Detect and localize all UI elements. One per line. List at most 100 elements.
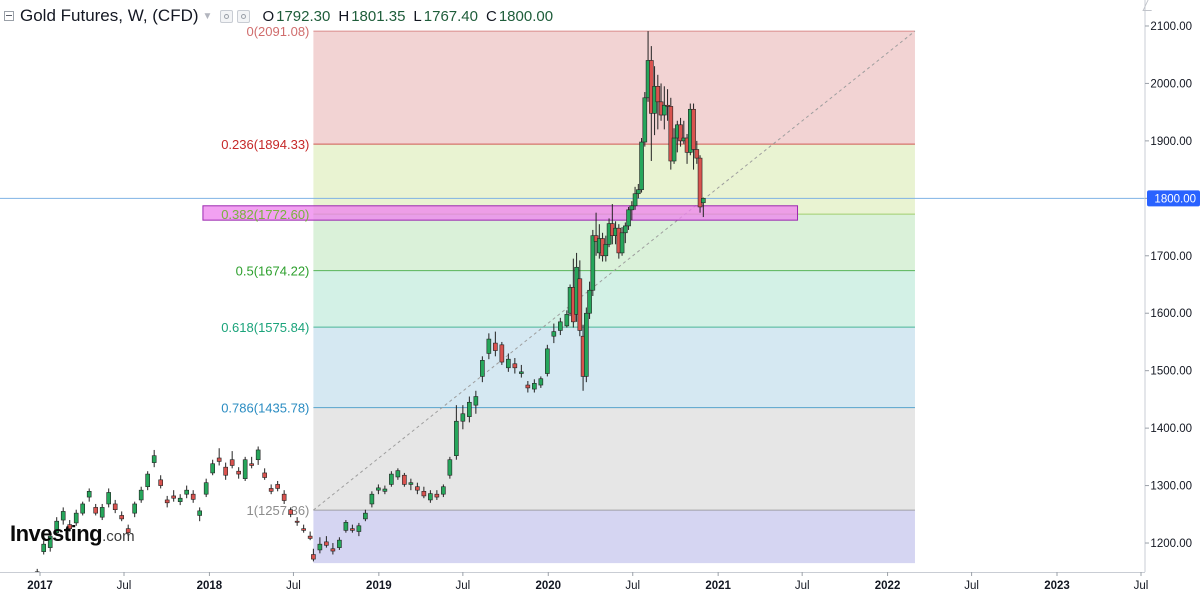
candle-body [190, 493, 196, 500]
price-tick-label: 1600.00 [1150, 308, 1192, 320]
fibonacci-retracement[interactable]: 0(2091.08) 0.236(1894.33) 0.382(1772.60) 0.… [221, 24, 916, 564]
candle-body [447, 459, 453, 476]
candle-body [629, 205, 635, 211]
candle-body [678, 124, 683, 142]
candle-body [343, 522, 349, 531]
price-axis-bg [1145, 0, 1200, 609]
price-axis[interactable]: 1200.00 1300.00 1400.00 1500.00 1600.00 1700.… [1144, 0, 1200, 609]
highlight-zone-layer: 0.382(1772.60) [0, 197, 1145, 222]
time-tick-label: Jul [286, 580, 301, 592]
candle-body [662, 104, 667, 116]
candle-body [642, 97, 648, 143]
candle-body [389, 473, 394, 485]
candle-body [60, 511, 66, 521]
candle-body [112, 503, 118, 511]
candle-body [203, 482, 209, 495]
time-tick-label: 2018 [197, 580, 223, 592]
time-axis[interactable]: 2017 Jul 2018 Jul 2019 Jul 2020 Jul 2021 Jul 2022 J… [0, 572, 1200, 609]
eye-icon[interactable] [220, 9, 234, 23]
candle-body [551, 331, 557, 337]
fib-band [313, 407, 915, 511]
candle-body [587, 289, 592, 314]
fib-level-label: 0.5(1674.22) [236, 264, 310, 279]
current-price-label: 1800.00 [1154, 193, 1196, 205]
candle-body [538, 378, 544, 386]
candle-body [106, 492, 111, 505]
time-tick-label: Jul [1134, 580, 1149, 592]
candle-body [441, 486, 446, 495]
price-tick-label: 1900.00 [1150, 136, 1192, 148]
candle-body [421, 491, 427, 497]
candle-body [41, 543, 47, 552]
candle-body [428, 493, 433, 501]
candle-body [177, 497, 183, 502]
candle-body [395, 470, 401, 478]
candle-body [564, 314, 570, 327]
candle-body [317, 543, 323, 551]
candle-body [558, 321, 563, 331]
candle-body [376, 487, 381, 491]
fib-level-label: 0.618(1575.84) [221, 320, 309, 335]
price-tick-label: 1200.00 [1150, 538, 1192, 550]
settings-icon[interactable] [237, 9, 251, 23]
ohlc-high: H 1801.35 [338, 7, 406, 25]
candle-body [619, 232, 625, 254]
candle-body [158, 479, 163, 486]
candle-body [171, 495, 176, 499]
fib-band [313, 270, 915, 328]
candle-body [467, 401, 472, 417]
ohlc-low: L 1767.40 [413, 7, 478, 25]
candle-body [590, 235, 596, 291]
support-zone-rect[interactable] [202, 205, 799, 221]
candle-body [545, 348, 550, 374]
candle-body [493, 342, 498, 351]
candle-body [519, 371, 524, 374]
candle-body [86, 491, 92, 498]
candle-body [701, 198, 706, 204]
candle-body [415, 486, 420, 491]
candle-body [512, 363, 518, 369]
candle-body [255, 449, 261, 461]
candle-body [119, 515, 124, 520]
candle-body [249, 463, 254, 466]
candle-body [460, 413, 466, 422]
fib-band [313, 214, 915, 271]
candle-body [473, 396, 479, 406]
candle-body [330, 548, 336, 552]
candle-body [288, 509, 293, 515]
candle-body [499, 344, 505, 363]
symbol-title[interactable]: Gold Futures, W, (CFD) [20, 6, 199, 25]
candle-body [216, 457, 222, 462]
collapse-legend-icon[interactable] [4, 11, 14, 21]
time-tick-label: 2019 [366, 580, 392, 592]
candle-body [603, 243, 609, 257]
candle-body [626, 209, 631, 227]
time-tick-label: Jul [117, 580, 132, 592]
fib-level-label: 0(2091.08) [247, 24, 310, 39]
axis-scale-icon[interactable] [1143, 0, 1157, 14]
candle-body [350, 528, 355, 531]
candle-body [697, 157, 703, 208]
price-tick-label: 2100.00 [1150, 21, 1192, 33]
candle-body [324, 541, 329, 546]
candle-body [691, 108, 696, 150]
candle-body [671, 137, 677, 162]
candle-body [268, 488, 274, 492]
fib-trend-line[interactable] [313, 30, 916, 511]
time-tick-label: 2020 [535, 580, 561, 592]
candle-body [275, 484, 280, 489]
candle-body [655, 86, 661, 103]
candle-body [480, 360, 485, 377]
time-tick-label: Jul [964, 580, 979, 592]
candle-body [145, 473, 150, 488]
chevron-down-icon[interactable]: ▼ [202, 10, 213, 22]
candle-body [294, 520, 300, 523]
candle-body [99, 507, 105, 518]
price-tick-label: 1500.00 [1150, 366, 1192, 378]
fib-level-label: 0.786(1435.78) [221, 401, 309, 416]
candle-body [665, 104, 670, 107]
candle-body [125, 528, 131, 533]
candle-body [47, 535, 53, 548]
investing-logo: Investing.com [10, 521, 135, 546]
